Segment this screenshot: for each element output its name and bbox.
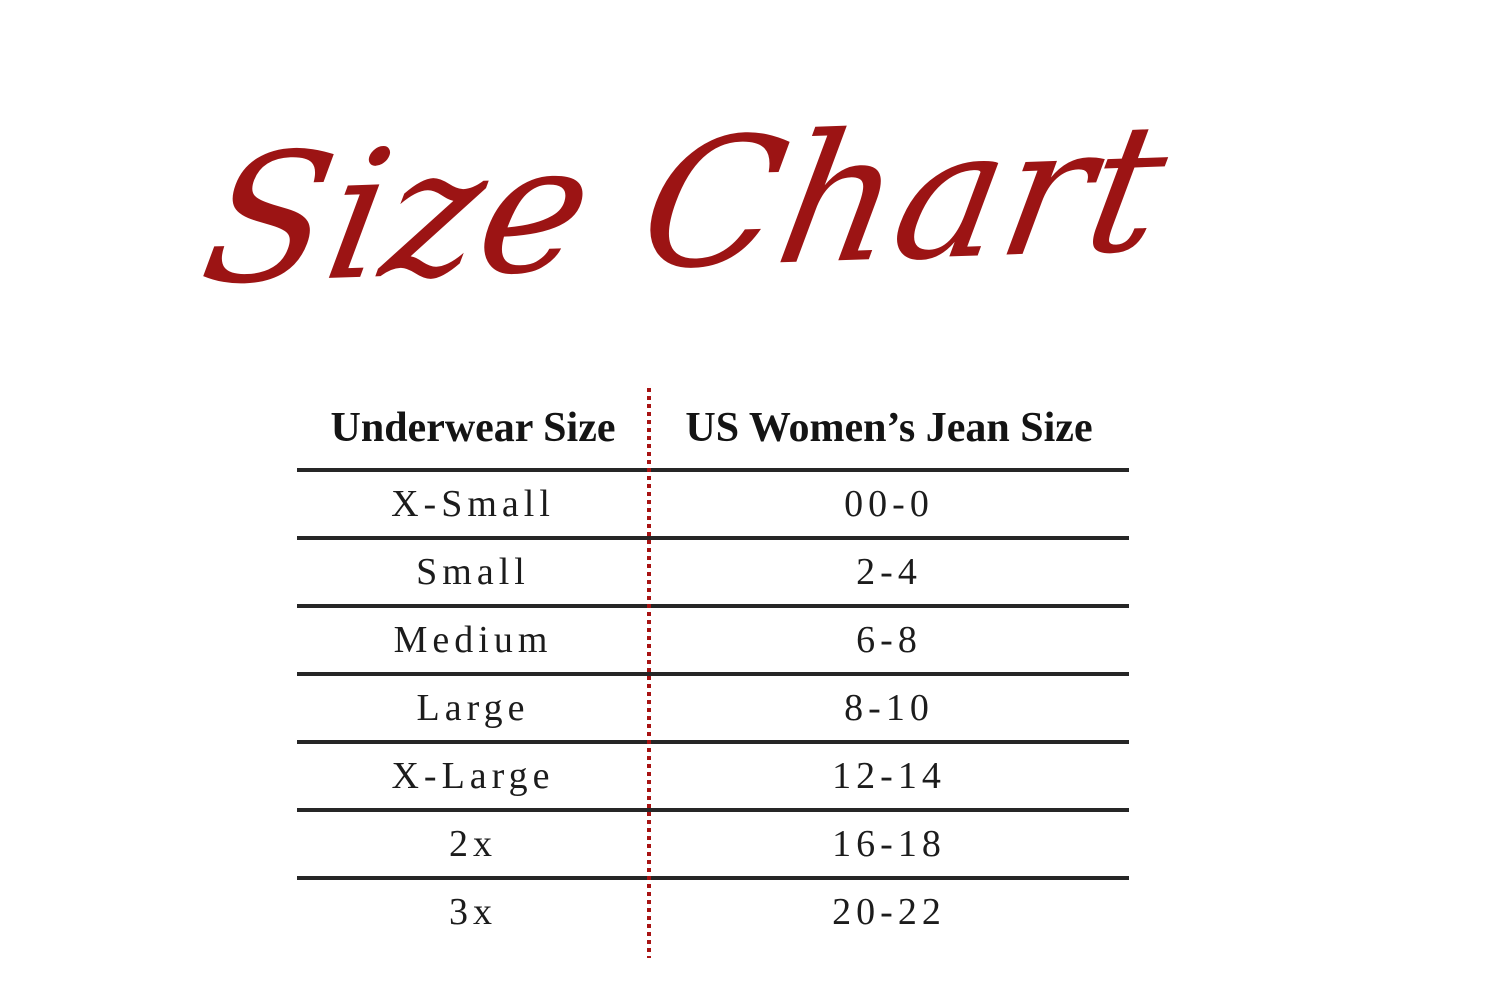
jean-size-cell: 20-22: [832, 891, 946, 933]
jean-size-cell: 8-10: [844, 687, 934, 729]
table-row: 2x 16-18: [297, 808, 1129, 876]
column-header-underwear-size: Underwear Size: [330, 405, 616, 451]
size-cell: X-Large: [391, 755, 555, 797]
size-cell: Medium: [393, 619, 553, 661]
table-row: X-Small 00-0: [297, 468, 1129, 536]
size-chart-table: Underwear Size US Women’s Jean Size X-Sm…: [297, 388, 1129, 958]
table-row: Large 8-10: [297, 672, 1129, 740]
dotted-column-divider: [647, 388, 651, 958]
size-cell: Large: [416, 687, 530, 729]
table-row: X-Large 12-14: [297, 740, 1129, 808]
table-row: Medium 6-8: [297, 604, 1129, 672]
page-title: Size Chart: [185, 55, 1185, 355]
table-row: 3x 20-22: [297, 876, 1129, 944]
jean-size-cell: 00-0: [844, 483, 934, 525]
page-title-text: Size Chart: [189, 84, 1181, 325]
jean-size-cell: 2-4: [856, 551, 922, 593]
table-row: Small 2-4: [297, 536, 1129, 604]
jean-size-cell: 12-14: [832, 755, 946, 797]
jean-size-cell: 6-8: [856, 619, 922, 661]
column-header-jean-size: US Women’s Jean Size: [685, 405, 1093, 451]
jean-size-cell: 16-18: [832, 823, 946, 865]
table-header-row: Underwear Size US Women’s Jean Size: [297, 388, 1129, 468]
size-cell: 2x: [449, 823, 497, 865]
size-cell: X-Small: [391, 483, 555, 525]
size-cell: Small: [416, 551, 530, 593]
size-cell: 3x: [449, 891, 497, 933]
